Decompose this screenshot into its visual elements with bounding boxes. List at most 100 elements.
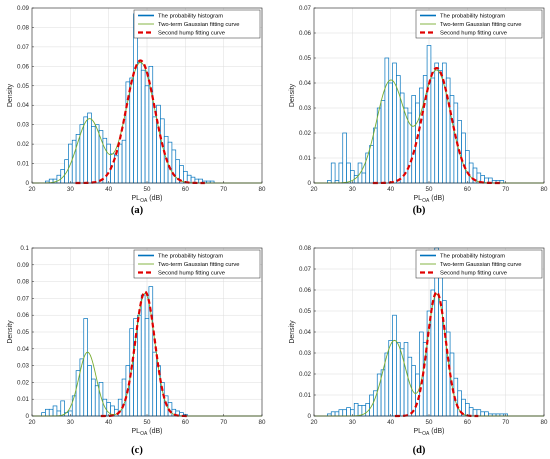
legend-entry: The probability histogram: [158, 14, 223, 20]
histogram-bar: [140, 294, 146, 417]
y-tick-label: 0.1: [20, 245, 29, 252]
histogram-bar: [388, 340, 393, 417]
legend-entry: Second hump fitting curve: [440, 271, 507, 277]
histogram-bar: [465, 150, 470, 184]
x-tick-label: 80: [541, 186, 548, 193]
histogram-bar: [60, 400, 65, 417]
y-tick-label: 0.06: [299, 287, 312, 294]
legend-entry: Second hump fitting curve: [158, 31, 225, 37]
histogram-bar: [342, 409, 347, 417]
chart-panel-3: 20 30 40 50 60 70 80 0 0.01 0.02 0.03 0.04 0.05 0.06 0…: [289, 245, 548, 456]
histogram-bar: [361, 172, 367, 184]
x-axis-label: PLOA (dB): [132, 428, 163, 437]
legend: The probability histogram Two-term Gaussi…: [133, 9, 261, 39]
histogram-bar: [357, 405, 363, 417]
histogram-bar: [438, 70, 443, 184]
x-tick-label: 20: [311, 186, 318, 193]
y-tick-label: 0.01: [17, 396, 30, 403]
histogram-bar: [434, 62, 439, 184]
x-tick-label: 60: [464, 419, 471, 426]
histogram-bar: [87, 112, 92, 184]
histogram-bar: [41, 412, 46, 417]
y-tick-label: 0.01: [299, 155, 312, 162]
legend-entry: Two-term Gaussian fitting curve: [158, 262, 240, 268]
histogram-bar: [91, 378, 96, 417]
x-tick-label: 70: [220, 186, 227, 193]
histogram-bar: [117, 143, 123, 184]
y-tick-label: 0.09: [17, 262, 30, 269]
y-tick-label: 0.07: [17, 44, 30, 51]
x-tick-label: 50: [144, 419, 151, 426]
y-tick-label: 0.02: [17, 141, 30, 148]
panel-caption: (c): [131, 445, 143, 456]
histogram-bar: [403, 342, 409, 417]
y-axis-label: Density: [289, 83, 296, 107]
histogram-bar: [167, 141, 173, 184]
histogram-bar: [129, 328, 134, 417]
y-tick-label: 0.02: [17, 379, 30, 386]
y-tick-label: 0.06: [17, 312, 30, 319]
histogram-bar: [52, 405, 58, 417]
histogram-bar: [79, 358, 85, 417]
y-tick-label: 0: [26, 180, 30, 187]
histogram-bar: [342, 132, 347, 184]
x-tick-label: 30: [67, 419, 74, 426]
x-tick-label: 70: [502, 186, 509, 193]
histogram-bar: [430, 77, 436, 184]
histogram-bar: [144, 85, 150, 184]
histogram-bar: [48, 408, 54, 417]
y-tick-label: 0.07: [299, 5, 312, 12]
x-tick-label: 80: [541, 419, 548, 426]
y-tick-label: 0.03: [299, 105, 312, 112]
x-tick-label: 40: [387, 186, 394, 193]
histogram-bar: [91, 126, 96, 184]
y-tick-label: 0.01: [299, 392, 312, 399]
histogram-bar: [83, 116, 88, 184]
histogram-bar: [129, 77, 134, 184]
x-tick-label: 80: [259, 419, 266, 426]
legend-entry: Second hump fitting curve: [158, 271, 225, 277]
histogram-bar: [71, 395, 77, 417]
y-tick-label: 0.03: [299, 350, 312, 357]
y-tick-label: 0.08: [17, 279, 30, 286]
y-tick-label: 0.07: [17, 295, 30, 302]
histogram-bar: [468, 162, 474, 184]
histogram-bar: [75, 370, 81, 417]
y-tick-label: 0.03: [17, 122, 30, 129]
legend-box: [415, 249, 543, 279]
histogram-bar: [426, 45, 432, 184]
y-tick-label: 0: [26, 413, 30, 420]
legend-entry: The probability histogram: [440, 254, 505, 260]
histogram-bar: [449, 95, 455, 184]
x-tick-label: 60: [182, 419, 189, 426]
histogram-bar: [353, 403, 359, 417]
y-tick-label: 0.05: [299, 55, 312, 62]
x-tick-label: 30: [349, 186, 356, 193]
panel-caption: (d): [413, 445, 426, 456]
y-tick-label: 0.09: [17, 5, 30, 12]
y-axis-label: Density: [7, 83, 14, 107]
x-tick-label: 50: [426, 186, 433, 193]
x-tick-label: 50: [144, 186, 151, 193]
histogram-bar: [396, 342, 401, 417]
histogram-bar: [83, 318, 88, 417]
legend: The probability histogram Two-term Gaussi…: [415, 249, 543, 279]
histogram-bar: [484, 411, 489, 417]
legend-box: [133, 249, 261, 279]
y-tick-label: 0.08: [299, 245, 312, 252]
y-tick-label: 0.06: [17, 63, 30, 70]
histogram-bar: [346, 162, 351, 184]
chart-panel-1: 20 30 40 50 60 70 80 0 0.01 0.02 0.03 0.04 0.05 0.06 0…: [289, 5, 548, 216]
histogram-bar: [137, 62, 142, 184]
histogram-bar: [133, 13, 138, 184]
legend: The probability histogram Two-term Gaussi…: [415, 9, 543, 39]
histogram-bar: [71, 139, 77, 184]
histogram-bar: [87, 365, 92, 417]
histogram-bar: [338, 409, 344, 417]
histogram-bar: [152, 351, 157, 417]
legend-entry: Second hump fitting curve: [440, 31, 507, 37]
histogram-bar: [98, 382, 104, 417]
histogram-bar: [365, 152, 370, 184]
panel-caption: (a): [131, 205, 144, 216]
